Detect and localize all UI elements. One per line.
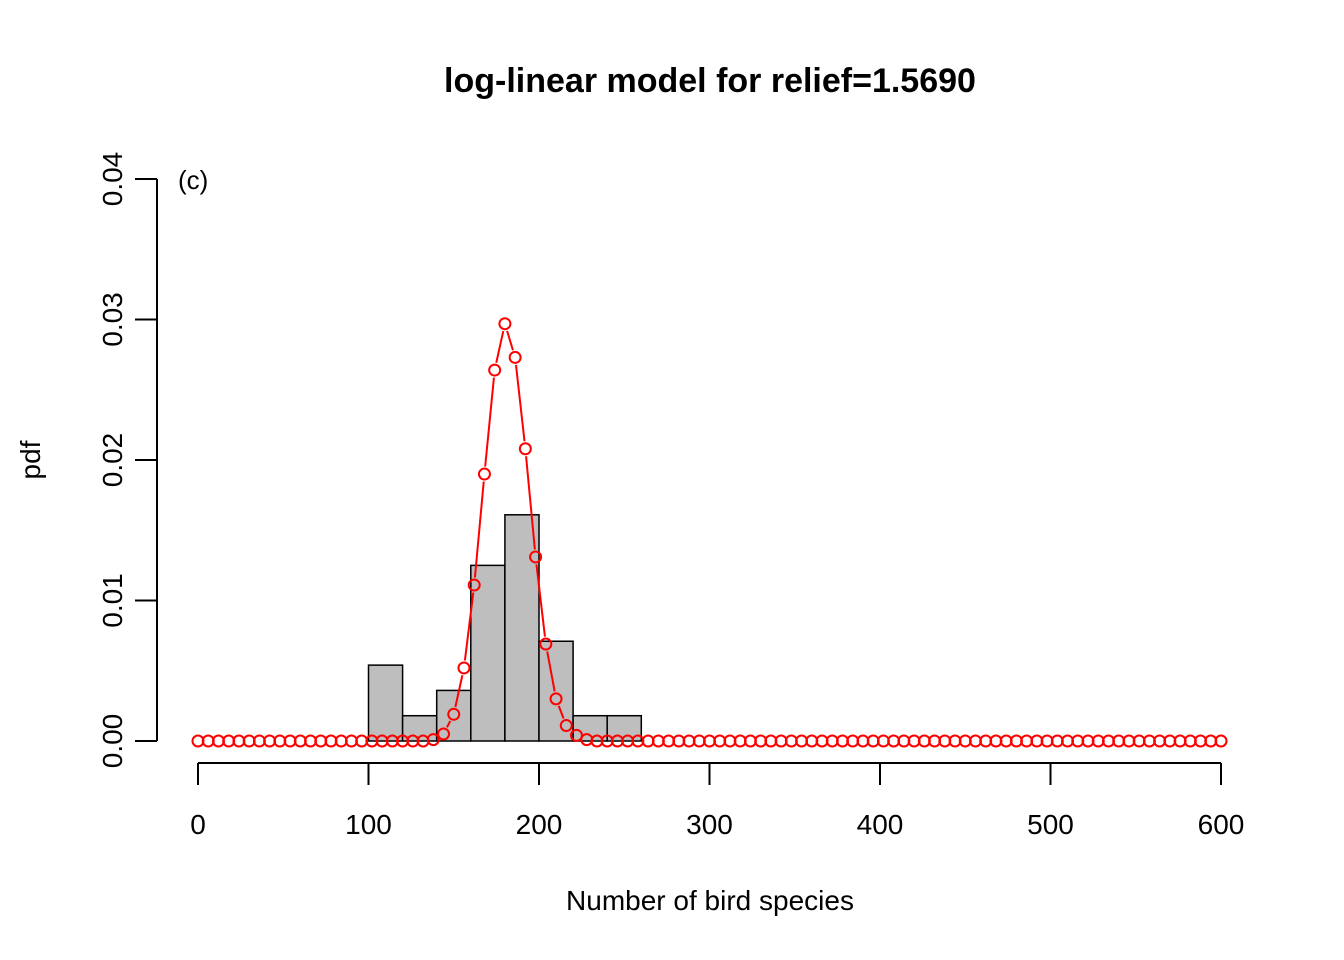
y-tick-label: 0.00 [97, 714, 128, 769]
fitted-line-segment [506, 330, 514, 351]
fitted-point [559, 719, 573, 733]
x-tick-label: 500 [1027, 809, 1074, 840]
y-axis-label: pdf [15, 440, 46, 479]
fitted-line-segment [463, 592, 475, 661]
fitted-curve [191, 317, 1228, 748]
fitted-point [508, 350, 522, 364]
fitted-point [447, 707, 461, 721]
x-tick-label: 400 [857, 809, 904, 840]
histogram-bars [367, 514, 643, 742]
fitted-line-segment [514, 364, 526, 442]
y-axis: 0.00 0.01 0.02 0.03 0.04 [97, 152, 158, 769]
chart-title: log-linear model for relief=1.5690 [444, 62, 976, 100]
fitted-point [549, 692, 563, 706]
fitted-line-segment [495, 330, 505, 363]
fitted-line-segment [546, 651, 556, 692]
x-tick-label: 0 [190, 809, 206, 840]
fitted-point [1214, 734, 1228, 748]
fitted-line-segment [484, 377, 495, 467]
histogram-bar [470, 564, 506, 742]
histogram-bar [538, 640, 574, 742]
histogram-bar [367, 664, 404, 742]
fitted-line-segment [535, 564, 546, 637]
fitted-point [426, 733, 440, 747]
fitted-point [518, 442, 532, 456]
fitted-line-segment [454, 675, 464, 708]
fitted-point [437, 727, 451, 741]
fitted-point [498, 317, 512, 331]
x-tick-label: 100 [345, 809, 392, 840]
fitted-point [457, 661, 471, 675]
fitted-point [529, 550, 543, 564]
fitted-line-segment [473, 481, 485, 578]
x-tick-label: 600 [1198, 809, 1245, 840]
x-axis-label: Number of bird species [566, 885, 854, 916]
x-axis: 0 100 200 300 400 500 600 [190, 762, 1245, 840]
fitted-point [488, 363, 502, 377]
x-tick-label: 200 [516, 809, 563, 840]
panel-label: (c) [178, 165, 208, 195]
fitted-point [477, 467, 491, 481]
fitted-point [539, 637, 553, 651]
histogram-bar [435, 689, 472, 742]
y-tick-label: 0.01 [97, 573, 128, 628]
x-tick-label: 300 [686, 809, 733, 840]
fitted-line-segment [557, 705, 565, 719]
y-tick-label: 0.02 [97, 433, 128, 488]
fitted-line-segment [446, 720, 452, 728]
y-tick-label: 0.03 [97, 292, 128, 347]
y-tick-label: 0.04 [97, 152, 128, 207]
fitted-point [467, 578, 481, 592]
fitted-line-segment [525, 456, 536, 550]
